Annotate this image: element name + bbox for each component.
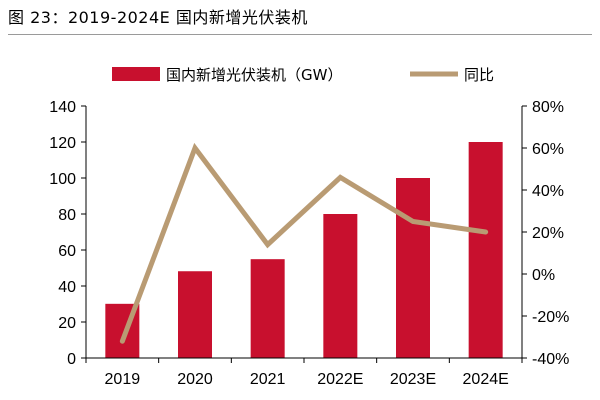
right-tick-label: 40% (532, 183, 564, 200)
title-rule (8, 34, 592, 35)
x-tick-label: 2024E (463, 371, 509, 388)
yoy-point-2022E (339, 176, 341, 178)
legend-bar-swatch (112, 67, 160, 81)
x-tick-label: 2022E (317, 371, 363, 388)
yoy-line (119, 142, 489, 344)
yoy-point-2021 (267, 244, 269, 246)
left-tick-label: 80 (58, 207, 76, 224)
x-tick-label: 2021 (250, 371, 286, 388)
left-tick-label: 40 (58, 279, 76, 296)
yoy-point-2024E (485, 231, 487, 233)
right-tick-label: 80% (532, 99, 564, 116)
bars (105, 142, 503, 358)
legend-line-label: 同比 (464, 66, 494, 84)
right-tick-label: -20% (532, 309, 569, 326)
axes: 0 20 40 60 80 100 120 140 -40% -20% 0% 20% 40% 60% 80%… (49, 99, 569, 388)
left-tick-label: 0 (67, 351, 76, 368)
left-tick-label: 100 (49, 171, 76, 188)
bar-2024E (468, 142, 503, 358)
yoy-point-2020 (194, 147, 196, 149)
bar-2023E (396, 178, 430, 358)
left-tick-label: 120 (49, 135, 76, 152)
yoy-line-layer (119, 142, 489, 344)
left-tick-label: 60 (58, 243, 76, 260)
yoy-point-2019 (121, 340, 123, 342)
bar-2022E (323, 214, 358, 358)
yoy-point-2023E (412, 221, 414, 222)
legend-bar-label: 国内新增光伏装机（GW） (166, 66, 342, 84)
right-tick-label: 60% (532, 141, 564, 158)
x-tick-label: 2020 (177, 371, 213, 388)
right-tick-label: 0% (532, 267, 555, 284)
bar-2020 (178, 271, 212, 358)
right-tick-label: 20% (532, 225, 564, 242)
x-tick-label: 2023E (390, 371, 436, 388)
left-tick-label: 20 (58, 315, 76, 332)
legend: 国内新增光伏装机（GW） 同比 (112, 66, 494, 84)
left-tick-label: 140 (49, 99, 76, 116)
x-tick-label: 2019 (105, 371, 141, 388)
figure-title: 图 23：2019-2024E 国内新增光伏装机 (8, 8, 308, 27)
bar-2021 (250, 259, 285, 358)
right-tick-label: -40% (532, 351, 569, 368)
